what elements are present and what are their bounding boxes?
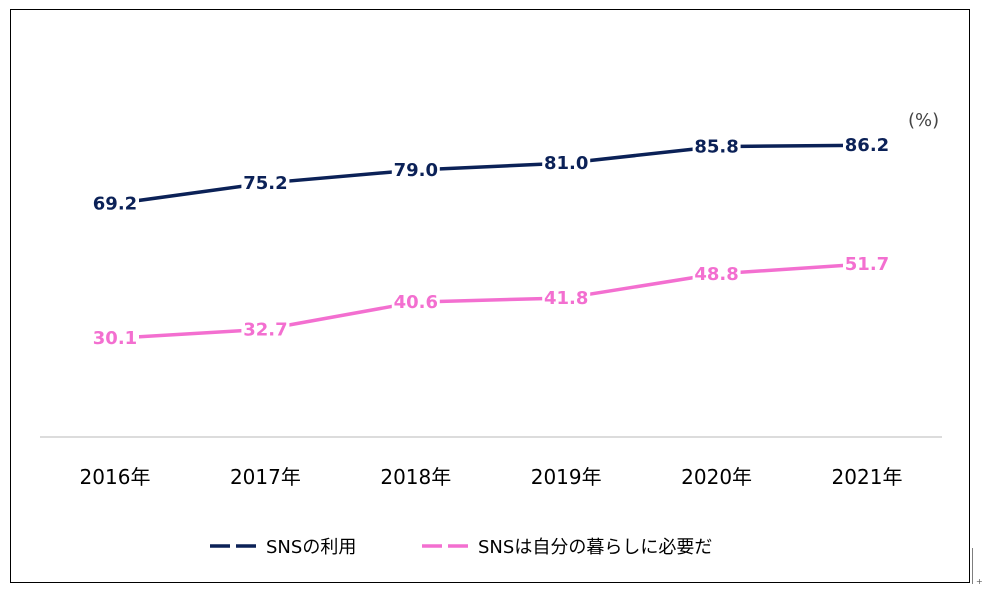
resize-handle[interactable] — [972, 548, 975, 584]
series-sns-usage: 69.2 75.2 79.0 81.0 85.8 86.2 — [91, 132, 891, 215]
corner-marker: + — [976, 577, 982, 586]
legend-label-sns-necessity: SNSは自分の暮らしに必要だ — [478, 537, 712, 558]
x-tick-label: 2021年 — [832, 465, 903, 489]
data-label: 41.8 — [544, 288, 588, 309]
unit-label: (%) — [908, 110, 939, 131]
x-tick-label: 2020年 — [681, 465, 752, 489]
x-tick-label: 2017年 — [230, 465, 301, 489]
data-label-bg — [91, 325, 139, 350]
series-layer: 69.2 75.2 79.0 81.0 85.8 86.2 30.1 32.7 40.6 41.8… — [91, 132, 891, 350]
data-label: 86.2 — [845, 135, 889, 156]
chart-frame — [10, 9, 970, 583]
data-label-bg — [542, 150, 591, 175]
data-label-bg — [542, 284, 591, 309]
legend: SNSの利用 SNSは自分の暮らしに必要だ — [210, 537, 712, 558]
data-label-bg — [391, 289, 440, 314]
legend-label-sns-usage: SNSの利用 — [266, 537, 356, 558]
data-label-bg — [692, 260, 741, 285]
data-label: 79.0 — [394, 160, 438, 181]
data-label: 69.2 — [93, 194, 137, 215]
data-label: 81.0 — [544, 153, 588, 174]
data-label-bg — [843, 132, 891, 157]
data-label-bg — [91, 190, 139, 215]
data-label-bg — [241, 316, 290, 341]
x-tick-label: 2018年 — [380, 465, 451, 489]
series-line — [114, 262, 868, 340]
legend-item-sns-usage: SNSの利用 — [210, 537, 356, 558]
data-label-bg — [692, 133, 741, 158]
data-label: 30.1 — [93, 328, 137, 349]
data-label-bg — [843, 250, 891, 275]
series-line — [114, 143, 868, 206]
data-label-bg — [391, 156, 440, 181]
data-label: 40.6 — [394, 292, 438, 313]
data-label-bg — [241, 170, 290, 195]
data-label: 85.8 — [694, 137, 738, 158]
x-tick-label: 2016年 — [80, 465, 151, 489]
data-label: 51.7 — [845, 254, 889, 275]
x-tick-label: 2019年 — [531, 465, 602, 489]
series-sns-necessity: 30.1 32.7 40.6 41.8 48.8 51.7 — [91, 250, 891, 350]
legend-item-sns-necessity: SNSは自分の暮らしに必要だ — [422, 537, 712, 558]
data-label: 48.8 — [694, 264, 738, 285]
data-label: 32.7 — [243, 319, 287, 340]
data-label: 75.2 — [243, 173, 287, 194]
x-tick-labels: 2016年 2017年 2018年 2019年 2020年 2021年 — [80, 465, 903, 489]
